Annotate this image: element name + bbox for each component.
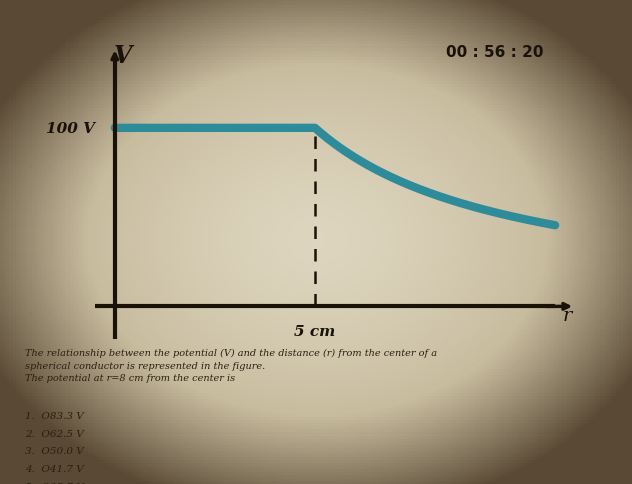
Text: 2.  O62.5 V: 2. O62.5 V xyxy=(25,429,84,438)
Text: 5 cm: 5 cm xyxy=(295,325,336,338)
Text: 100 V: 100 V xyxy=(46,121,95,136)
Text: 1.  O83.3 V: 1. O83.3 V xyxy=(25,411,84,420)
Text: 3.  O50.0 V: 3. O50.0 V xyxy=(25,446,84,455)
Text: 5.  O35.7 V: 5. O35.7 V xyxy=(25,482,84,484)
Text: V: V xyxy=(114,44,132,67)
Text: r: r xyxy=(562,307,572,325)
Text: The relationship between the potential (V) and the distance (r) from the center : The relationship between the potential (… xyxy=(25,348,437,382)
Text: 4.  O41.7 V: 4. O41.7 V xyxy=(25,464,84,473)
Text: 00 : 56 : 20: 00 : 56 : 20 xyxy=(446,45,544,60)
